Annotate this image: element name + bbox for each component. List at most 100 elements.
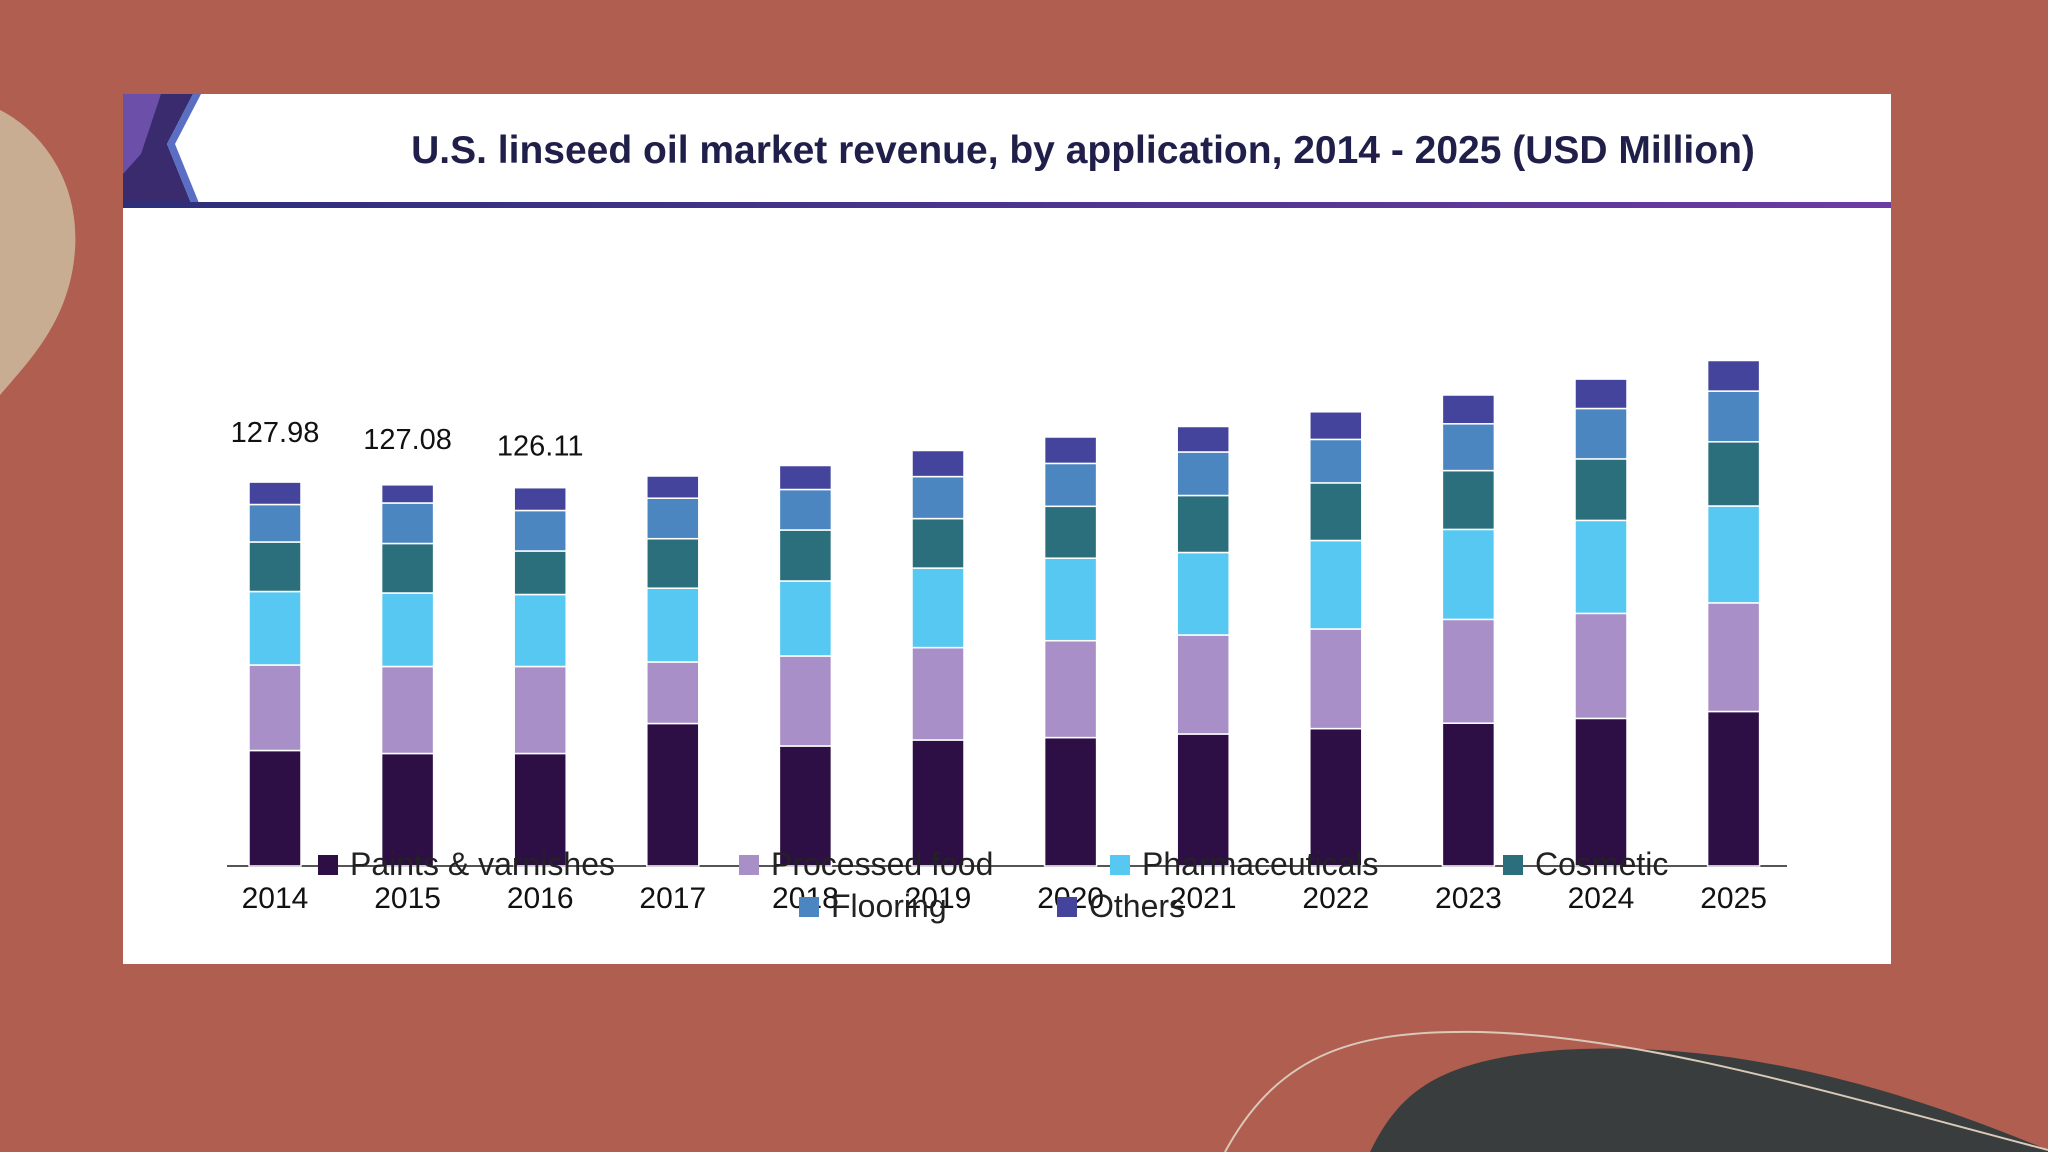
bar-segment-2017-pharmaceuticals [646,587,700,663]
bar-segment-2021-others [1176,425,1230,453]
bar-segment-2021-processed-food [1176,634,1230,735]
bar-segment-2025-processed-food [1706,602,1761,713]
bar-segment-2018-flooring [778,488,833,531]
bar-segment-2015-pharmaceuticals [380,592,435,668]
bar-segment-2020-pharmaceuticals [1043,557,1098,642]
chart-header [123,94,201,208]
legend-item-flooring: Flooring [799,888,947,925]
bar-segment-2014-flooring [248,503,302,543]
x-tick-label-2021: 2021 [1170,882,1237,915]
bar-segment-2023-processed-food [1441,618,1496,724]
bar-segment-2016-paints-varnishes [513,752,567,867]
legend-label: Others [1089,888,1186,924]
bar-segment-2020-others [1043,436,1098,465]
x-tick-label-2025: 2025 [1700,882,1767,915]
bar-segment-2024-paints-varnishes [1574,717,1628,867]
legend-label: Flooring [831,888,947,924]
x-tick-label-2015: 2015 [374,882,441,915]
bar-segment-2021-pharmaceuticals [1176,551,1230,636]
header-logo-chevron [167,94,201,208]
bar-segment-2021-paints-varnishes [1176,733,1230,867]
x-tick-label-2019: 2019 [905,882,972,915]
bar-segment-2025-pharmaceuticals [1706,505,1761,604]
bar-segment-2018-others [778,464,833,491]
data-label-2015: 127.08 [363,424,452,456]
bar-segment-2017-cosmetic [646,537,700,589]
bar-segment-2021-flooring [1176,451,1230,497]
bar-segment-2023-flooring [1441,423,1496,472]
bar-segment-2014-cosmetic [248,541,302,593]
bar-segment-2025-cosmetic [1706,441,1761,507]
bar-segment-2019-pharmaceuticals [911,567,965,649]
bar-segment-2023-others [1441,394,1496,425]
bar-segment-2024-pharmaceuticals [1574,519,1628,615]
legend-item-processed-food: Processed food [739,846,993,883]
bar-segment-2022-paints-varnishes [1309,727,1363,867]
x-tick-label-2016: 2016 [507,882,574,915]
bar-segment-2019-flooring [911,475,965,520]
bar-segment-2015-paints-varnishes [380,752,435,867]
bar-segment-2025-paints-varnishes [1706,710,1761,867]
bar-segment-2018-processed-food [778,655,833,747]
legend-swatch [318,854,338,875]
bar-segment-2018-cosmetic [778,529,833,582]
beige-blob-shape [0,110,76,395]
bar-segment-2016-cosmetic [513,550,567,596]
bar-segment-2022-flooring [1309,438,1363,484]
data-label-2016: 126.11 [497,431,584,463]
bar-segment-2019-cosmetic [911,517,965,569]
bar-segment-2016-processed-food [513,665,567,755]
header-logo-accent-light [123,94,161,174]
x-tick-label-2017: 2017 [639,882,706,915]
stacked-bar-chart: 2014201520162017201820192020202120222023… [227,359,1787,915]
thin-curve-line [1224,1030,2048,1152]
bar-segment-2017-others [646,475,700,499]
bar-segment-2024-others [1574,378,1628,410]
x-tick-label-2022: 2022 [1302,882,1369,915]
bar-segment-2019-others [911,449,965,478]
dark-blob-shape [1370,1048,2048,1152]
bar-segment-2024-cosmetic [1574,458,1628,522]
bar-segment-2015-flooring [380,502,435,545]
legend-swatch [1057,896,1077,917]
legend-label: Cosmetic [1535,846,1669,882]
bar-segment-2021-cosmetic [1176,494,1230,554]
bar-segment-2017-processed-food [646,661,700,725]
legend-item-others: Others [1057,888,1185,925]
bar-segment-2024-flooring [1574,407,1628,460]
bar-segment-2019-processed-food [911,646,965,741]
bar-segment-2022-pharmaceuticals [1309,539,1363,630]
legend-label: Pharmaceuticals [1142,846,1379,882]
bar-segment-2016-pharmaceuticals [513,593,567,668]
bar-segment-2016-others [513,486,567,512]
legend-row-2: Flooring Others [123,888,1891,928]
legend-row-1: Paints & varnishes Processed food Pharmace… [123,846,1891,886]
bar-segment-2025-flooring [1706,390,1761,443]
legend-swatch [1503,854,1523,875]
bar-segment-2018-pharmaceuticals [778,580,833,657]
legend-swatch [1110,854,1130,875]
legend-label: Paints & varnishes [350,846,616,882]
bar-segment-2016-flooring [513,509,567,552]
bar-segment-2022-cosmetic [1309,482,1363,542]
legend-item-pharmaceuticals: Pharmaceuticals [1110,846,1379,883]
bar-segment-2023-pharmaceuticals [1441,528,1496,621]
bar-segment-2020-processed-food [1043,639,1098,739]
bar-segment-2018-paints-varnishes [778,745,833,867]
legend-swatch [799,896,819,917]
chart-title: U.S. linseed oil market revenue, by appl… [411,129,1755,172]
bar-segment-2014-processed-food [248,664,302,752]
bar-segment-2023-cosmetic [1441,469,1496,531]
bar-segment-2022-others [1309,411,1363,441]
bar-segment-2015-others [380,484,435,504]
legend-item-cosmetic: Cosmetic [1503,846,1668,883]
bar-segment-2017-paints-varnishes [646,722,700,867]
bar-segment-2017-flooring [646,497,700,540]
legend-item-paints-varnishes: Paints & varnishes [318,846,615,883]
x-tick-label-2024: 2024 [1568,882,1635,915]
x-tick-label-2014: 2014 [242,882,309,915]
bar-segment-2015-cosmetic [380,542,435,594]
header-rule [123,202,1891,208]
legend-swatch [739,854,759,875]
